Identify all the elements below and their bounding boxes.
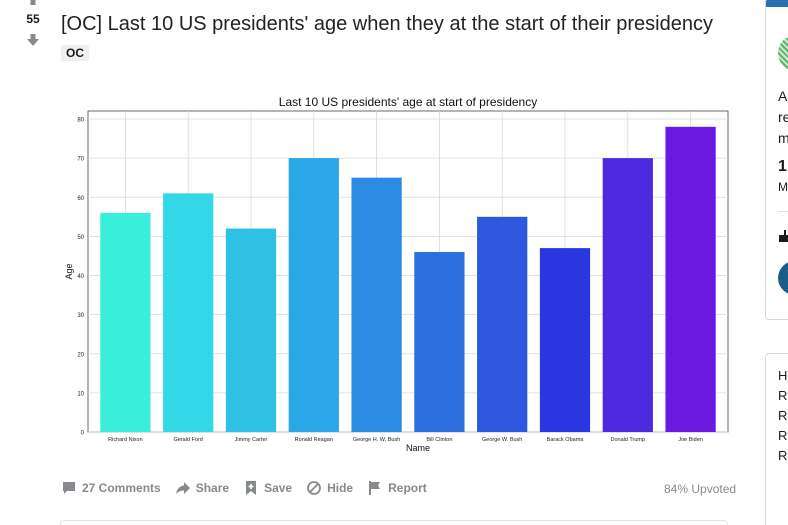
share-label: Share <box>195 481 230 495</box>
bar <box>539 248 591 432</box>
bar <box>477 216 528 432</box>
downvote-arrow-icon[interactable] <box>26 33 40 47</box>
comments-label: 27 Comments <box>82 481 161 495</box>
sidebar-rules-line[interactable]: Re <box>778 448 788 463</box>
y-tick-label: 40 <box>77 274 84 280</box>
x-tick-label: George H. W. Bush <box>353 437 400 443</box>
post-chart-image[interactable]: Last 10 US presidents' age at start of p… <box>60 86 738 460</box>
y-tick-label: 50 <box>77 235 84 241</box>
x-tick-label: Jimmy Carter <box>235 437 268 443</box>
sidebar-round-button[interactable] <box>778 261 788 295</box>
sidebar-rules-line[interactable]: Re <box>778 388 788 403</box>
x-tick-label: Barack Obama <box>547 437 585 443</box>
vote-score: 55 <box>26 12 40 26</box>
bar <box>602 158 653 432</box>
community-avatar[interactable] <box>778 35 788 71</box>
report-label: Report <box>388 481 427 495</box>
bar-chart: Last 10 US presidents' age at start of p… <box>64 95 729 453</box>
sidebar-header-band <box>766 0 788 7</box>
hide-button[interactable]: Hide <box>306 480 353 496</box>
x-tick-label: Ronald Reagan <box>295 437 333 443</box>
x-tick-label: Joe Biden <box>678 437 702 443</box>
flag-icon <box>369 481 381 495</box>
y-tick-label: 0 <box>81 431 85 437</box>
sidebar-rules-line[interactable]: Re <box>778 408 788 423</box>
sidebar-about-line: m <box>778 130 788 146</box>
bar <box>100 212 151 432</box>
x-tick-label: Gerald Ford <box>174 437 203 443</box>
chart-title: Last 10 US presidents' age at start of p… <box>279 95 537 109</box>
y-tick-label: 60 <box>77 196 84 202</box>
bookmark-plus-icon <box>246 481 257 495</box>
sidebar-divider <box>778 211 788 212</box>
y-tick-label: 30 <box>77 313 84 319</box>
hide-slash-circle-icon <box>307 481 321 495</box>
bar <box>163 193 214 432</box>
sidebar-rules-card: H Re Re Re Re <box>765 353 788 525</box>
bar <box>351 177 402 432</box>
y-axis-label: Age <box>64 263 74 279</box>
x-axis-label: Name <box>406 443 430 453</box>
comment-box-edge <box>60 520 728 525</box>
x-tick-label: Bill Clinton <box>426 437 452 443</box>
hide-label: Hide <box>327 481 354 495</box>
sidebar-rules-line[interactable]: Re <box>778 428 788 443</box>
bar <box>665 126 716 432</box>
post-meta-cropped <box>80 0 242 2</box>
y-tick-label: 10 <box>77 391 84 397</box>
post-action-bar: 27 Comments Share Save Hide Report <box>61 480 427 496</box>
comments-button[interactable]: 27 Comments <box>61 480 161 496</box>
sidebar-member-count: 1 <box>778 158 787 175</box>
bar <box>225 228 277 432</box>
save-label: Save <box>264 481 293 495</box>
bar <box>414 252 465 432</box>
sidebar-about-line: A <box>778 88 788 104</box>
sidebar-about-line: re <box>778 109 788 125</box>
y-tick-label: 80 <box>77 118 84 124</box>
share-button[interactable]: Share <box>175 480 229 496</box>
y-tick-label: 20 <box>77 352 84 358</box>
x-tick-label: Donald Trump <box>611 437 646 443</box>
post-flair[interactable]: OC <box>61 45 89 61</box>
share-arrow-icon <box>175 482 190 494</box>
sidebar-rules-line: H <box>778 368 788 383</box>
sidebar-community-card: A re m 1 M <box>765 0 788 320</box>
sidebar-member-label: M <box>778 180 788 194</box>
y-tick-label: 70 <box>77 157 84 163</box>
x-tick-label: George W. Bush <box>482 437 522 443</box>
report-button[interactable]: Report <box>367 480 427 496</box>
comment-icon <box>63 482 75 494</box>
post-title[interactable]: [OC] Last 10 US presidents' age when the… <box>61 13 713 35</box>
bar <box>288 158 339 432</box>
x-tick-label: Richard Nixon <box>108 437 143 443</box>
upvote-arrow-icon[interactable] <box>26 0 40 6</box>
upvote-ratio: 84% Upvoted <box>664 482 737 496</box>
save-button[interactable]: Save <box>243 480 292 496</box>
cake-icon <box>779 230 788 242</box>
